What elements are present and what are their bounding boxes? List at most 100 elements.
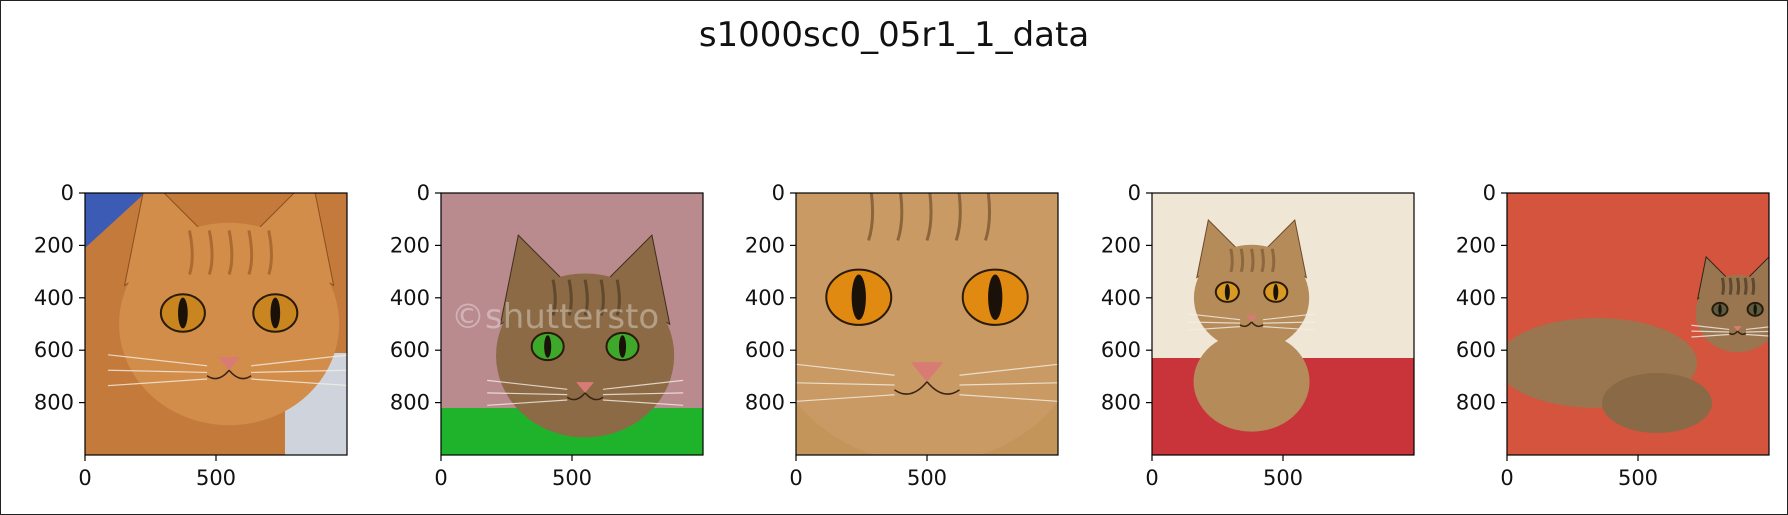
cat-pupil <box>1718 304 1722 315</box>
cat-stripe <box>267 230 273 275</box>
cat-image <box>796 193 1058 455</box>
y-tick-label: 0 <box>61 181 74 205</box>
x-tick-label: 500 <box>552 466 592 490</box>
cat-pupil <box>1753 304 1757 315</box>
cat-image: ©shuttersto <box>441 193 703 455</box>
cat-stripe <box>1736 277 1741 296</box>
cat-stripe <box>954 193 962 241</box>
y-tick-label: 600 <box>1456 338 1496 362</box>
cat-mouth <box>566 392 604 401</box>
cat-whisker <box>1188 326 1241 331</box>
y-tick-label: 600 <box>34 338 74 362</box>
cat-stripe <box>615 279 621 316</box>
x-tick-label: 0 <box>1500 466 1513 490</box>
cat-whisker <box>251 354 347 367</box>
cat-stripe <box>1270 248 1276 273</box>
x-tick-label: 500 <box>907 466 947 490</box>
subplot-5: 0 200 400 600 800 0 500 <box>1456 181 1770 490</box>
x-tick-label: 0 <box>789 466 802 490</box>
y-tick-label: 400 <box>745 286 785 310</box>
cat-whisker <box>108 369 208 374</box>
cat-whisker <box>1263 313 1316 321</box>
y-tick-label: 400 <box>390 286 430 310</box>
cat-pupil <box>1224 283 1230 301</box>
y-tick-label: 200 <box>1101 233 1141 257</box>
cat-whisker <box>487 379 568 390</box>
cat-stripe <box>227 230 234 275</box>
y-tick-label: 600 <box>745 338 785 362</box>
cat-stripe <box>207 230 214 275</box>
cat-whisker <box>251 369 347 374</box>
cat-stripe <box>896 193 904 241</box>
cat-whisker <box>1691 330 1730 333</box>
y-tick-label: 800 <box>1456 391 1496 415</box>
cat-whisker <box>602 399 684 406</box>
cat-mouth <box>894 381 960 395</box>
cat-body <box>1193 331 1310 432</box>
x-tick-label: 500 <box>1618 466 1658 490</box>
cat-whisker <box>796 363 895 376</box>
watermark-text: ©shuttersto <box>451 297 659 337</box>
y-tick-label: 600 <box>390 338 430 362</box>
y-tick-label: 400 <box>1456 286 1496 310</box>
cat-mouth <box>206 369 252 380</box>
cat-stripe <box>1751 277 1756 296</box>
cat-stripe <box>1250 248 1255 273</box>
subplot-1: 0 200 400 600 800 0 500 <box>34 181 348 490</box>
cat-whisker <box>487 399 568 406</box>
cat-stripe <box>867 193 875 241</box>
cat-whisker <box>487 392 568 396</box>
cat-whisker <box>1263 321 1315 324</box>
cat-whisker <box>1745 326 1769 331</box>
cat-image <box>1152 193 1414 455</box>
y-tick-label: 200 <box>1456 233 1496 257</box>
cat-stripe <box>188 230 194 275</box>
x-tick-label: 0 <box>434 466 447 490</box>
cat-whisker <box>602 379 684 390</box>
subplot-3: 0 200 400 600 800 0 500 <box>745 181 1059 490</box>
cat-stripe <box>583 279 589 316</box>
cat-stripe <box>551 279 557 316</box>
cat-whisker <box>796 394 895 402</box>
cat-stripe <box>567 279 573 316</box>
cat-whisker <box>1745 330 1769 333</box>
cat-head <box>496 273 675 438</box>
cat-whisker <box>602 392 684 396</box>
cat-pupil <box>618 335 627 358</box>
cat-mouth <box>1728 330 1747 336</box>
cat-stripe <box>1229 248 1234 273</box>
x-tick-label: 0 <box>78 466 91 490</box>
cat-whisker <box>959 382 1058 386</box>
y-tick-label: 400 <box>1101 286 1141 310</box>
cat-whisker <box>251 378 347 387</box>
subplot-4: 0 200 400 600 800 0 500 <box>1101 181 1415 490</box>
y-tick-label: 0 <box>417 181 430 205</box>
cat-pupil <box>1273 283 1279 301</box>
cat-head <box>796 193 1058 455</box>
cat-nose <box>1733 326 1742 332</box>
cat-whisker <box>1188 313 1241 321</box>
cat-stripe <box>1260 248 1265 273</box>
cat-stripe <box>1239 248 1245 273</box>
cat-whisker <box>959 394 1058 402</box>
cat-stripe <box>1720 277 1726 296</box>
cat-mouth <box>1239 321 1264 328</box>
cat-image <box>85 193 347 455</box>
y-tick-label: 0 <box>772 181 785 205</box>
cat-whisker <box>1263 326 1316 331</box>
cat-whisker <box>1691 324 1730 331</box>
cat-head <box>1695 274 1769 353</box>
cat-whisker <box>108 378 208 387</box>
x-tick-label: 500 <box>196 466 236 490</box>
y-tick-label: 800 <box>390 391 430 415</box>
cat-stripe <box>984 193 991 241</box>
y-tick-label: 600 <box>1101 338 1141 362</box>
cat-stripe <box>599 279 605 316</box>
cat-stripe <box>1728 277 1733 296</box>
cat-pupil <box>851 274 866 321</box>
cat-pupil <box>178 297 188 329</box>
y-tick-label: 800 <box>745 391 785 415</box>
y-tick-label: 800 <box>34 391 74 415</box>
